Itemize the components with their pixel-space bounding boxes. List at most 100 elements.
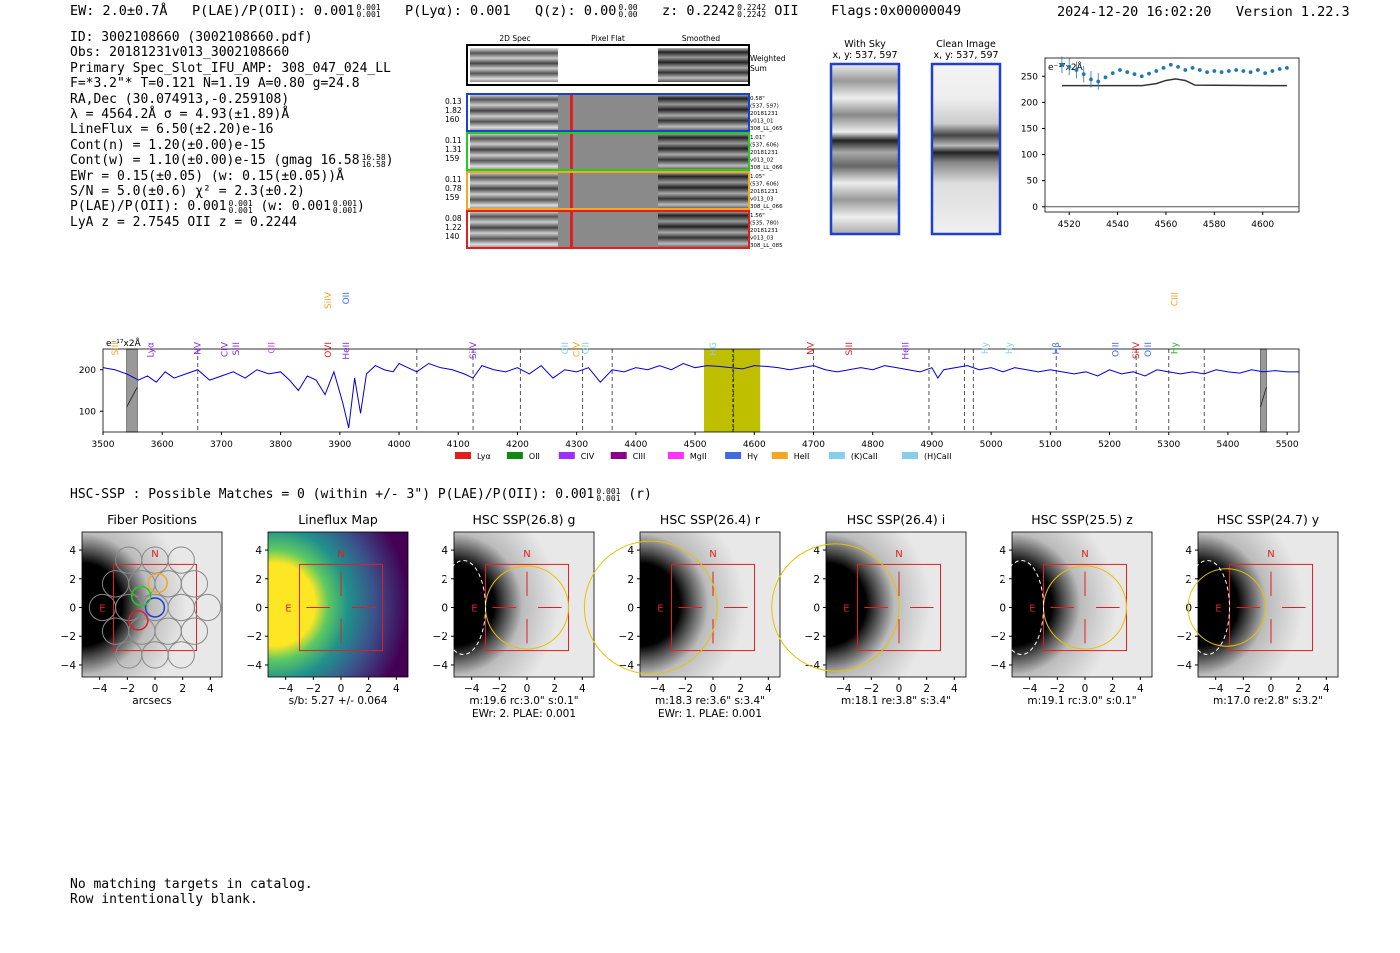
spectrum-line-label: OIII	[1111, 342, 1121, 357]
panel-ytick-label: 4	[441, 545, 448, 557]
zoom-data-point	[1241, 69, 1246, 73]
legend-label: Lyα	[477, 452, 491, 461]
panel-ytick-label: 0	[813, 603, 820, 615]
image-panel: HSC SSP(26.4) r 4 2 0 −2 −4 −4 −2 0 2 4 N Em:18.3 re…	[583, 512, 781, 720]
compass-north: N	[337, 549, 344, 560]
panel-xtick-label: 4	[579, 683, 586, 695]
legend-label: (H)CaII	[924, 452, 951, 461]
panel-xtick-label: 0	[524, 683, 531, 695]
panel-xtick-label: 4	[765, 683, 772, 695]
panel-ytick-label: −4	[61, 660, 77, 672]
zoom-data-point	[1226, 69, 1231, 73]
panel-caption: m:19.6 rc:3.0" s:0.1"	[469, 695, 578, 707]
spectrum-line-label: OVI	[324, 342, 334, 358]
panel-ytick-label: −4	[991, 660, 1007, 672]
cutout-row-left-label: 0.78	[445, 184, 462, 193]
hsc-summary: HSC-SSP : Possible Matches = 0 (within +…	[70, 486, 652, 503]
panel-caption: m:18.1 re:3.8" s:3.4"	[841, 695, 951, 707]
fiber-highlight	[130, 585, 152, 607]
spectrum-xtick-label: 3600	[151, 440, 174, 450]
cutout-row-border	[466, 171, 750, 210]
compass-north: N	[523, 549, 530, 560]
panel-xtick-label: −4	[1022, 683, 1038, 695]
panel-title: HSC SSP(26.4) r	[660, 512, 761, 527]
cutout-row-right-label: 308_LL_065	[750, 126, 783, 132]
panel-caption: m:17.0 re:2.8" s:3.2"	[1213, 695, 1323, 707]
spectrum-line-label: SiII	[111, 342, 121, 356]
panel-xtick-label: −4	[278, 683, 294, 695]
spectrum-line-label: CII	[268, 342, 278, 354]
panel-xtick-label: 2	[179, 683, 186, 695]
panel-ytick-label: −2	[805, 631, 820, 643]
header-z: z: 0.2242	[661, 3, 736, 19]
legend-swatch	[902, 452, 918, 459]
header-plae: P(LAE)/P(OII): 0.001	[191, 3, 355, 19]
panel-xtick-label: −4	[1208, 683, 1224, 695]
panel-ytick-label: −4	[1177, 660, 1193, 672]
spectrum-line-label: NV	[194, 341, 204, 355]
panel-ytick-label: −2	[1177, 631, 1192, 643]
fiber-highlight	[144, 597, 166, 618]
weighted-label: Weighted	[750, 54, 786, 63]
zoom-ytick-label: 200	[1021, 98, 1038, 108]
panel-caption-2: EWr: 1. PLAE: 0.001	[658, 708, 762, 720]
spectrum-xtick-label: 3800	[269, 440, 292, 450]
info-contn: Cont(n) = 1.20(±0.00)e-15	[70, 137, 266, 153]
legend-label: MgII	[690, 452, 707, 461]
cutout-row-left-label: 140	[445, 232, 460, 241]
panel-xtick-label: 4	[1137, 683, 1144, 695]
galaxy-ellipse	[1184, 559, 1231, 656]
zoom-data-point	[1067, 64, 1072, 69]
info-block: ID: 3002108660 (3002108660.pdf) Obs: 201…	[70, 30, 394, 230]
zoom-data-point	[1248, 70, 1253, 74]
zoom-data-point	[1263, 71, 1268, 76]
panel-ytick-label: −4	[433, 660, 449, 672]
header-z-line: OII	[774, 3, 799, 19]
cutout-panel: 2D Spec Pixel Flat Smoothed Weighted Sum…	[445, 34, 786, 249]
panel-ytick-label: 0	[627, 603, 634, 615]
spectrum-xtick-label: 4700	[802, 440, 825, 450]
panel-xtick-label: −2	[120, 683, 135, 695]
zoom-xtick-label: 4580	[1203, 220, 1226, 230]
zoom-data-point	[1270, 69, 1275, 73]
panel-image	[81, 531, 223, 678]
panel-ytick-label: −2	[619, 631, 634, 643]
info-z: LyA z = 2.7545 OII z = 0.2244	[70, 214, 297, 230]
cutout-row-right-label: 1.56"	[750, 213, 765, 219]
zoom-data-point	[1132, 72, 1137, 77]
spectrum-line-label: Lyα	[146, 342, 156, 358]
image-panel: HSC SSP(26.8) g 4 2 0 −2 −4 −4 −2 0 2 4 N Em:19.6 rc…	[433, 512, 595, 720]
panel-ytick-label: 2	[813, 574, 820, 586]
legend-label: CIV	[581, 452, 595, 461]
panel-ytick-label: −4	[805, 660, 821, 672]
panel-ytick-label: 2	[69, 574, 76, 586]
panel-xtick-label: 0	[1268, 683, 1275, 695]
spectrum-xtick-label: 5400	[1216, 440, 1239, 450]
zoom-data-point	[1096, 79, 1101, 84]
fiber-highlight	[128, 610, 149, 631]
panel-xtick-label: −2	[1236, 683, 1251, 695]
info-primary: Primary Spec_Slot_IFU_AMP: 308_047_024_L…	[70, 60, 391, 76]
panel-title: HSC SSP(24.7) y	[1217, 512, 1320, 527]
image-panel: HSC SSP(26.4) i 4 2 0 −2 −4 −4 −2 0 2 4 N Em:18.1 re…	[771, 512, 967, 707]
cutout-row-border	[466, 210, 750, 249]
legend-label: CIII	[633, 452, 646, 461]
panel-ytick-label: 4	[813, 545, 820, 557]
cutout-row-left-label: 0.13	[445, 97, 462, 106]
info-radec: RA,Dec (30.074913,-0.259108)	[70, 91, 290, 107]
zoom-ytick-label: 0	[1032, 203, 1038, 213]
spectrum-xtick-label: 3500	[92, 440, 115, 450]
header-plya: P(Lyα): 0.001	[404, 3, 511, 19]
spectrum-chart: e⁻¹⁷x2Å 100 200 3500 3600 3700 3800 3900 4000 41…	[79, 291, 1300, 461]
spectrum-line-label: SiII	[232, 342, 242, 356]
cutout-row-left-label: 159	[445, 193, 460, 202]
panel-search-box	[671, 563, 755, 652]
legend-label: HeII	[794, 452, 810, 461]
zoom-data-point	[1183, 68, 1188, 72]
zoom-ytick-label: 50	[1027, 177, 1039, 187]
with-sky-title: With Sky	[844, 39, 886, 50]
zoom-xtick-label: 4560	[1154, 220, 1177, 230]
panel-xtick-label: 0	[338, 683, 345, 695]
